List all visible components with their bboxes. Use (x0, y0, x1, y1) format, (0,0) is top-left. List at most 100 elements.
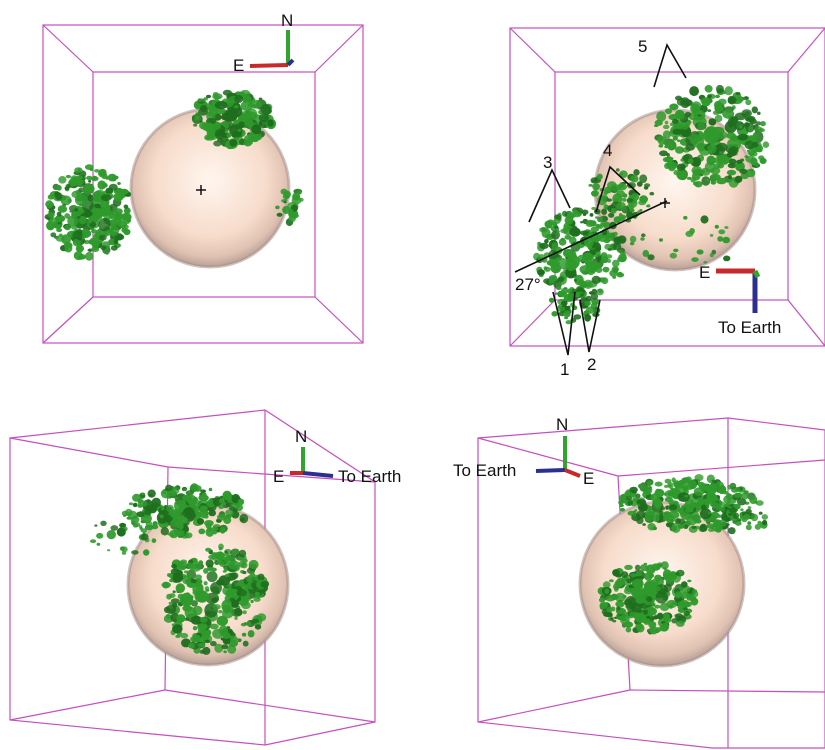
cloud-blob (246, 621, 252, 626)
cloud-blob (584, 313, 592, 322)
cloud-blob (554, 214, 562, 220)
cloud-blob (537, 269, 545, 276)
cloud-blob (216, 560, 225, 565)
panel-1: N E (42, 11, 364, 344)
cloud-blob (629, 486, 638, 493)
cloud-blob (214, 101, 228, 110)
cloud-blob (45, 200, 54, 209)
cloud-blob (639, 504, 648, 511)
cloud-blob (757, 111, 761, 116)
cloud-blob (663, 573, 667, 578)
cloud-blob (678, 518, 685, 525)
cloud-blob (187, 642, 195, 649)
cloud-blob (122, 213, 132, 221)
cloud-blob (711, 479, 715, 482)
cloud-blob (594, 247, 601, 252)
green-cloud (597, 474, 768, 635)
cloud-blob (544, 266, 551, 272)
cloud-blob (668, 604, 674, 609)
cloud-blob (595, 224, 601, 228)
cloud-blob (556, 306, 566, 312)
cloud-blob (170, 598, 180, 604)
cloud-blob (743, 96, 749, 101)
cloud-blob (623, 496, 627, 500)
cloud-blob (168, 601, 173, 605)
cloud-blob (574, 278, 577, 282)
cloud-blob (199, 617, 208, 623)
cloud-blob (72, 231, 83, 240)
cloud-blob (597, 173, 603, 180)
cloud-blob (622, 193, 628, 198)
cloud-blob (219, 527, 226, 534)
cloud-blob (592, 183, 600, 191)
cloud-blob (714, 114, 723, 123)
cloud-blob (208, 487, 213, 492)
cloud-blob (139, 526, 143, 531)
cloud-blob (614, 592, 626, 603)
cloud-blob (214, 128, 226, 140)
cloud-blob (171, 623, 175, 626)
cloud-blob (227, 645, 237, 654)
cloud-blob (119, 188, 129, 195)
cloud-blob (248, 559, 259, 570)
cloud-blob (207, 599, 211, 602)
cloud-blob (647, 523, 656, 531)
cloud-blob (607, 612, 613, 618)
cloud-blob (660, 561, 669, 570)
axis-label-earth: To Earth (718, 318, 781, 337)
cloud-blob (692, 156, 702, 167)
cloud-blob (556, 230, 560, 233)
cloud-blob (555, 268, 559, 272)
cloud-blob (151, 538, 157, 543)
panel-3: N E To Earth (9, 409, 401, 746)
cloud-blob (669, 103, 679, 111)
cloud-blob (728, 512, 733, 516)
cloud-blob (634, 581, 643, 589)
cloud-blob (630, 493, 635, 497)
cloud-blob (75, 194, 88, 207)
cloud-blob (652, 585, 661, 592)
cloud-blob (609, 579, 614, 583)
cloud-blob (715, 84, 724, 94)
cloud-blob (672, 480, 680, 486)
cloud-blob (566, 292, 576, 302)
cloud-blob (646, 480, 653, 486)
cloud-blob (213, 140, 222, 147)
cloud-blob (633, 169, 640, 176)
cloud-blob (580, 293, 584, 297)
cloud-blob (579, 265, 591, 274)
cloud-blob (170, 508, 182, 518)
cloud-blob (734, 492, 743, 498)
cloud-blob (655, 591, 668, 604)
cloud-blob (629, 611, 636, 617)
cloud-blob (686, 515, 697, 526)
cloud-blob (188, 498, 201, 509)
cloud-blob (714, 519, 718, 524)
cloud-blob (583, 279, 593, 289)
cloud-blob (116, 233, 124, 241)
cloud-blob (691, 525, 697, 529)
cloud-blob (222, 604, 232, 614)
cloud-blob (641, 233, 646, 238)
cloud-blob (707, 109, 712, 112)
cloud-blob (212, 530, 218, 535)
cloud-blob (544, 239, 549, 244)
cloud-blob (258, 113, 269, 123)
cloud-blob (166, 573, 171, 577)
cloud-blob (132, 502, 138, 508)
cloud-blob (629, 235, 637, 243)
cloud-blob (703, 128, 720, 144)
cloud-blob (613, 237, 621, 243)
cloud-blob (753, 132, 760, 138)
cloud-blob (198, 642, 205, 648)
cloud-blob (620, 216, 625, 222)
cloud-blob (683, 606, 688, 611)
cloud-blob (725, 523, 730, 526)
cloud-blob (598, 597, 606, 603)
axis-label-north: N (281, 11, 293, 30)
cloud-blob (94, 203, 101, 208)
cloud-blob (681, 124, 689, 130)
cloud-blob (674, 110, 685, 120)
cloud-blob (727, 175, 732, 179)
cloud-blob (101, 203, 111, 212)
